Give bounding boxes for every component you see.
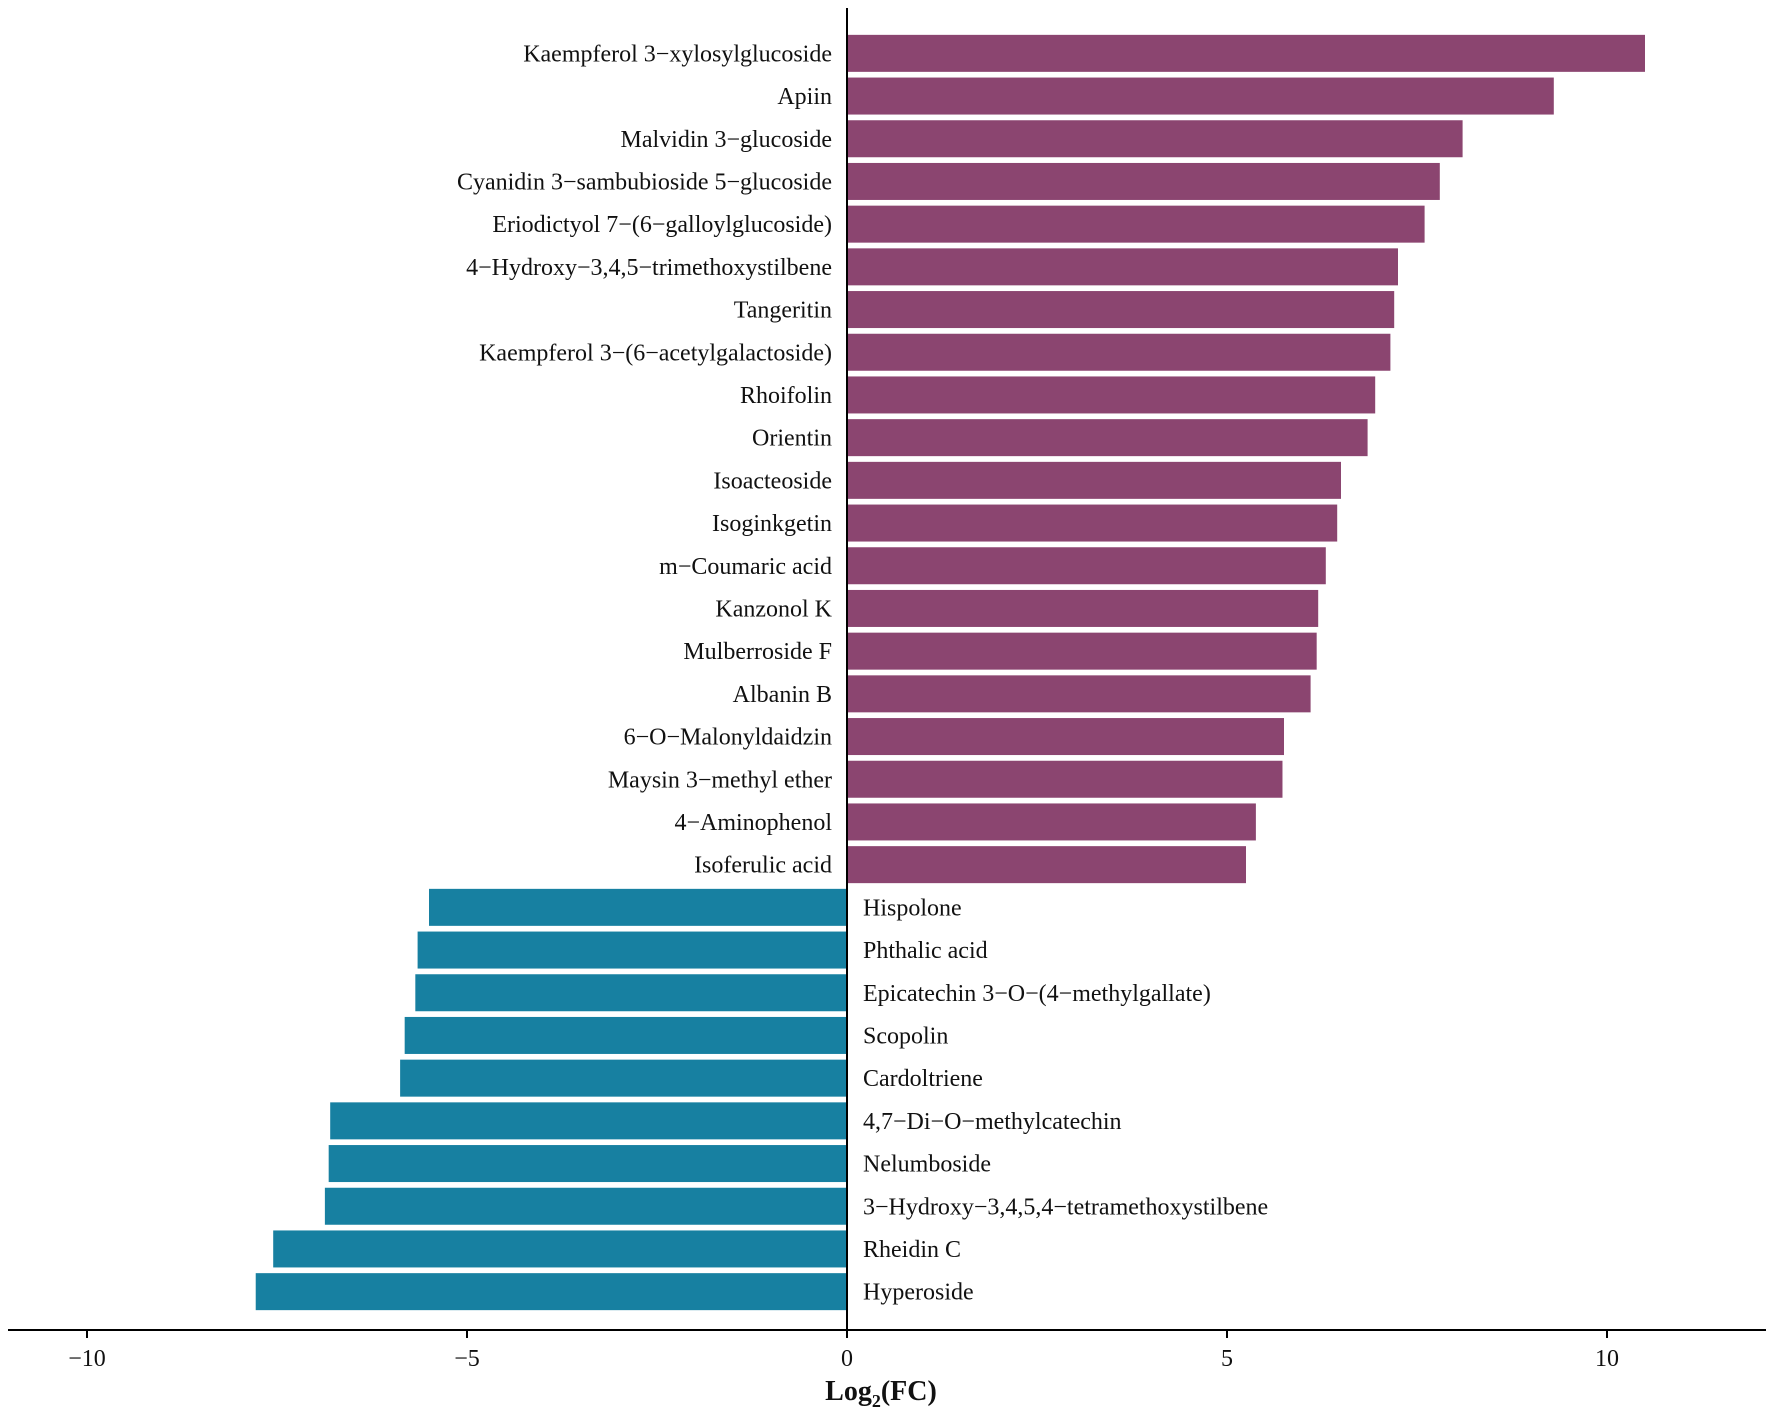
bar-14 [847,589,1319,627]
category-label-22: Phthalic acid [863,938,988,964]
bar-24 [404,1016,847,1054]
category-label-25: Cardoltriene [863,1066,983,1092]
category-label-19: 4−Aminophenol [674,810,832,836]
category-label-7: Tangeritin [734,298,832,324]
bar-22 [417,931,847,969]
category-label-3: Malvidin 3−glucoside [620,127,832,153]
x-axis-title-subscript: 2 [872,1391,881,1411]
bar-28 [324,1187,847,1225]
bar-11 [847,461,1341,499]
bars-group [255,34,1645,1311]
bar-6 [847,248,1398,286]
bar-10 [847,419,1368,457]
category-label-29: Rheidin C [863,1237,961,1263]
x-tick-label: 5 [1221,1346,1233,1372]
bar-26 [330,1102,847,1140]
category-labels-group: Kaempferol 3−xylosylglucoside Apiin Malvid… [457,41,1268,1305]
category-label-11: Isoacteoside [713,468,832,494]
bar-5 [847,205,1425,243]
category-label-13: m−Coumaric acid [659,554,832,580]
bar-12 [847,504,1338,542]
bar-19 [847,803,1256,841]
x-axis-ticks-group: −10 −5 0 5 10 [68,1330,1619,1372]
category-label-30: Hyperoside [863,1280,974,1306]
bar-29 [273,1230,847,1268]
bar-25 [400,1059,847,1097]
category-label-10: Orientin [752,426,832,452]
x-axis-title: Log2(FC) [825,1376,937,1411]
category-label-14: Kanzonol K [715,596,832,622]
category-label-18: Maysin 3−methyl ether [608,767,832,793]
category-label-28: 3−Hydroxy−3,4,5,4−tetramethoxystilbene [863,1194,1268,1220]
bar-2 [847,77,1554,115]
bar-20 [847,846,1246,884]
bar-18 [847,760,1283,798]
bar-9 [847,376,1376,414]
bar-16 [847,675,1311,713]
category-label-24: Scopolin [863,1023,948,1049]
category-label-9: Rhoifolin [740,383,832,409]
category-label-5: Eriodictyol 7−(6−galloylglucoside) [492,212,832,238]
category-label-16: Albanin B [733,682,832,708]
bar-17 [847,718,1284,756]
bar-3 [847,120,1463,158]
category-label-12: Isoginkgetin [712,511,832,537]
bar-21 [429,888,847,926]
bar-27 [328,1145,847,1183]
category-label-20: Isoferulic acid [694,853,832,879]
category-label-4: Cyanidin 3−sambubioside 5−glucoside [457,169,832,195]
bar-23 [415,974,847,1012]
category-label-26: 4,7−Di−O−methylcatechin [863,1109,1122,1135]
category-label-1: Kaempferol 3−xylosylglucoside [523,41,832,67]
category-label-8: Kaempferol 3−(6−acetylgalactoside) [479,340,832,366]
category-label-15: Mulberroside F [683,639,832,665]
category-label-21: Hispolone [863,895,962,921]
category-label-17: 6−O−Malonyldaidzin [624,725,832,751]
x-tick-label: 0 [841,1346,853,1372]
category-label-27: Nelumboside [863,1152,991,1178]
x-axis-title-rest: (FC) [881,1376,937,1407]
bar-7 [847,291,1395,329]
bar-15 [847,632,1317,670]
bar-30 [255,1273,848,1311]
x-tick-label: 10 [1595,1346,1619,1372]
bar-4 [847,162,1440,200]
category-label-23: Epicatechin 3−O−(4−methylgallate) [863,981,1211,1007]
category-label-6: 4−Hydroxy−3,4,5−trimethoxystilbene [466,255,832,281]
x-tick-label: −10 [68,1346,106,1372]
bar-8 [847,333,1391,371]
bar-13 [847,547,1326,585]
x-tick-label: −5 [454,1346,480,1372]
category-label-2: Apiin [777,84,832,110]
bar-1 [847,34,1645,72]
x-axis-title-main: Log [825,1376,872,1407]
